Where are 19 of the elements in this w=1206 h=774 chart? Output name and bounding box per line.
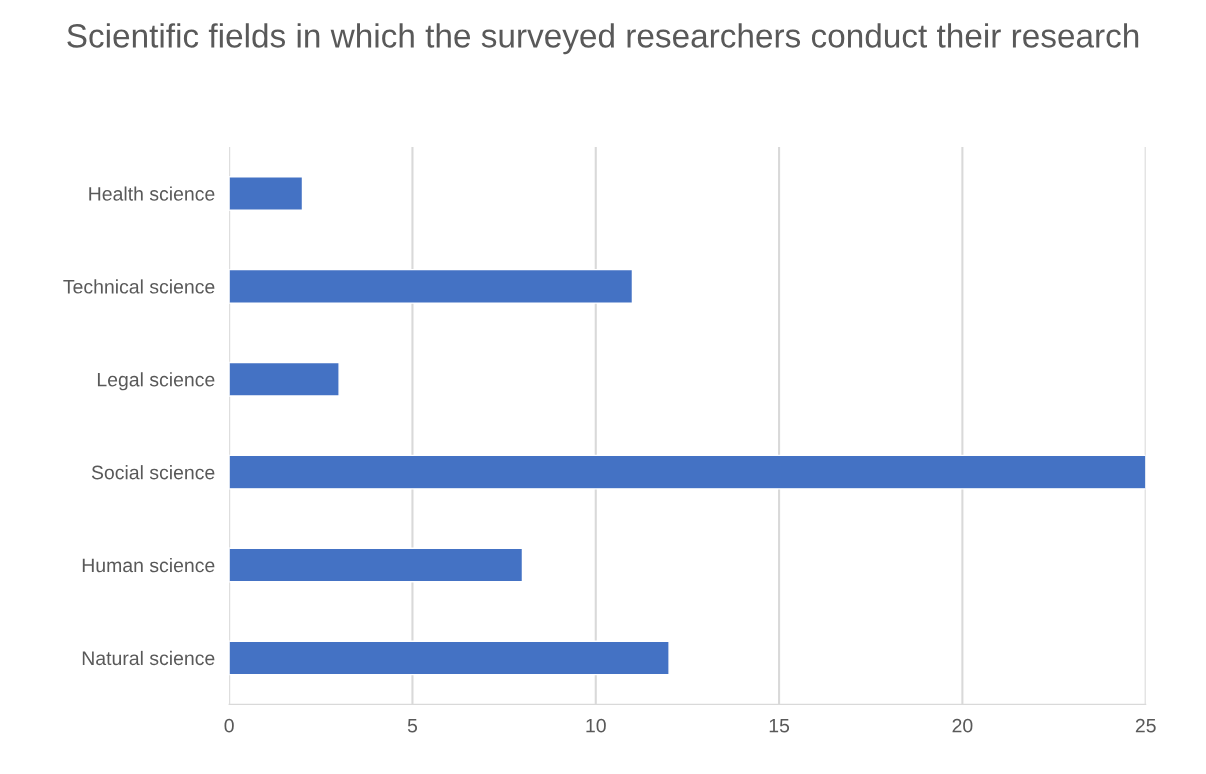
y-tick-label: Health science bbox=[89, 186, 215, 201]
chart-title: Scientific fields in which the surveyed researchers conduct their research bbox=[67, 23, 1139, 55]
bar bbox=[229, 547, 524, 583]
y-tick-label: Natural science bbox=[82, 650, 215, 666]
x-tick-label: 25 bbox=[1135, 718, 1156, 733]
bar bbox=[229, 268, 634, 304]
bar bbox=[229, 454, 1146, 490]
x-tick-label: 15 bbox=[769, 718, 790, 733]
bar bbox=[229, 361, 340, 397]
y-tick-label: Legal science bbox=[97, 372, 215, 391]
y-tick-label: Technical science bbox=[63, 279, 215, 294]
bar bbox=[229, 176, 304, 211]
x-tick-label: 10 bbox=[586, 718, 606, 733]
y-tick-label: Human science bbox=[82, 557, 215, 573]
y-tick-label: Social science bbox=[91, 465, 215, 480]
x-tick-label: 0 bbox=[224, 718, 234, 733]
x-tick-label: 20 bbox=[952, 718, 973, 733]
x-tick-label: 5 bbox=[407, 718, 418, 733]
bar bbox=[229, 640, 670, 676]
